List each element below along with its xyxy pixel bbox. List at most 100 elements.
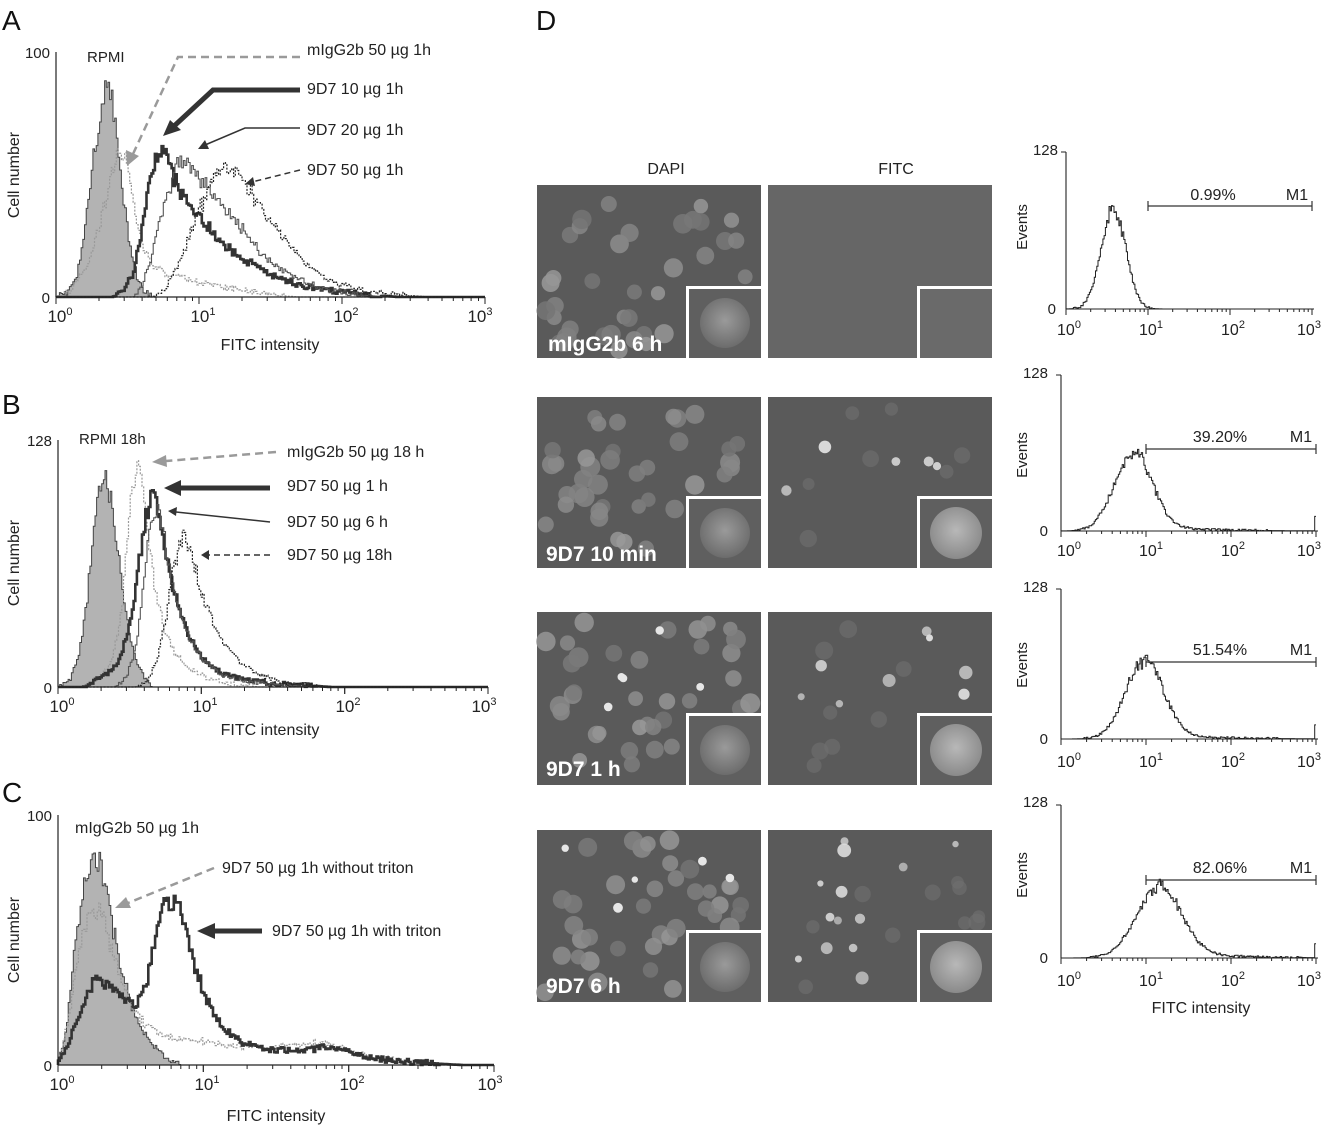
dapi-nucleus [577,449,595,467]
fitc-spot [898,862,908,872]
dapi-nucleus [664,980,682,998]
dapi-nucleus [726,629,746,650]
ticks-b [57,687,489,694]
fitc-micrograph [768,612,992,785]
bright-nucleus [696,683,705,691]
dapi-nucleus [659,621,677,639]
legend-pointer-b-3 [175,511,271,523]
x-tick-label-a-4: 103 [467,306,492,326]
fitc-cell [854,885,871,903]
fitc-spot [794,955,802,963]
bright-nucleus [613,902,623,913]
fitc-spot [848,943,858,953]
dapi-nucleus [554,333,574,352]
histogram-series-migg2b-50-ug-1h [55,148,485,298]
gate-label: M1 [1290,860,1312,877]
events-histogram [1056,374,1318,537]
y-tick-label-b-max: 128 [27,433,52,450]
dapi-nucleus [700,615,716,632]
fitc-cell [953,447,971,464]
fitc-cell [811,742,829,760]
gate-percent: 51.54% [1193,642,1247,659]
fitc-spot [891,457,901,466]
dapi-nucleus [600,196,617,212]
fitc-micrograph [768,397,992,568]
fitc-spot [921,626,932,637]
events-histogram [1056,588,1318,745]
plot-area-b [57,460,488,689]
fitc-spot [781,485,792,496]
x-tick-label-b-1: 100 [49,696,74,716]
dapi-nucleus [644,937,663,956]
dapi-nucleus [625,331,643,349]
fitc-spot [833,916,842,925]
dapi-nucleus [687,883,704,900]
inset-cell [700,508,750,558]
events-y-label: Events [1014,204,1031,250]
dapi-nucleus [561,320,579,338]
events-x-tick-3: 102 [1221,319,1245,339]
events-y-tick-min: 0 [1048,301,1056,318]
fitc-spot [958,688,970,700]
fitc-micrograph [768,830,992,1002]
fitc-cell [958,916,972,930]
dapi-nucleus [640,836,656,852]
dapi-nucleus [681,693,698,709]
panel-letter-c: C [2,777,22,808]
events-x-axis-label: FITC intensity [1152,1000,1251,1017]
annotation-b: RPMI 18h [79,431,146,448]
events-y-label: Events [1014,642,1031,688]
dapi-nucleus [609,413,626,431]
events-x-tick-4: 103 [1297,751,1321,771]
legend-pointer-a-1 [131,55,300,155]
dapi-nucleus [632,719,648,736]
plot-area-a [55,80,485,299]
dapi-nucleus [723,212,740,228]
plot-area-c [56,851,494,1067]
dapi-nucleus [673,214,693,234]
column-header-dapi: DAPI [647,161,684,178]
dapi-nucleus [610,341,628,359]
events-x-tick-2: 101 [1139,319,1163,339]
micrograph-label: 9D7 10 min [546,543,657,566]
bright-nucleus [725,873,735,883]
panel-d: DAPI FITC mIgG2b 6 h 0.99% M1 Events 128… [536,142,1321,1017]
legend-label-b-3: 9D7 50 µg 6 h [287,514,388,531]
fitc-cell [845,406,860,420]
fitc-cell [802,478,815,490]
events-y-label: Events [1014,852,1031,898]
y-tick-label-a-min: 0 [42,290,50,307]
legend-arrowhead-a-1 [126,150,139,166]
dapi-nucleus [545,270,562,286]
events-y-tick-min: 0 [1040,731,1048,748]
events-x-tick-1: 100 [1057,751,1081,771]
dapi-nucleus [620,223,639,242]
fitc-cell [885,927,901,943]
legend-arrowhead-a-3 [198,140,209,149]
x-tick-label-c-2: 101 [194,1074,219,1094]
y-tick-label-a-max: 100 [25,45,50,62]
x-tick-label-a-3: 102 [333,306,358,326]
bright-nucleus [603,702,613,712]
dapi-nucleus [559,635,576,651]
annotation-a: RPMI [87,49,125,66]
dapi-nucleus [646,880,664,898]
dapi-nucleus [623,831,644,851]
fitc-spot [835,885,848,898]
fitc-spot [959,665,973,680]
gate-label: M1 [1286,187,1308,204]
dapi-nucleus [606,875,626,895]
dapi-nucleus [666,918,686,938]
legend-arrowhead-b-3 [168,507,177,516]
dapi-nucleus [578,837,598,857]
histogram-series-rpmi [55,80,485,298]
legend-arrowhead-b-1 [152,455,167,467]
inset-cell [700,942,750,992]
dapi-nucleus [630,651,649,669]
dapi-nucleus [659,830,680,850]
legend-arrowhead-b-2 [164,480,181,496]
gate-percent: 39.20% [1193,429,1247,446]
x-tick-label-c-4: 103 [477,1074,502,1094]
fitc-spot [882,674,896,687]
